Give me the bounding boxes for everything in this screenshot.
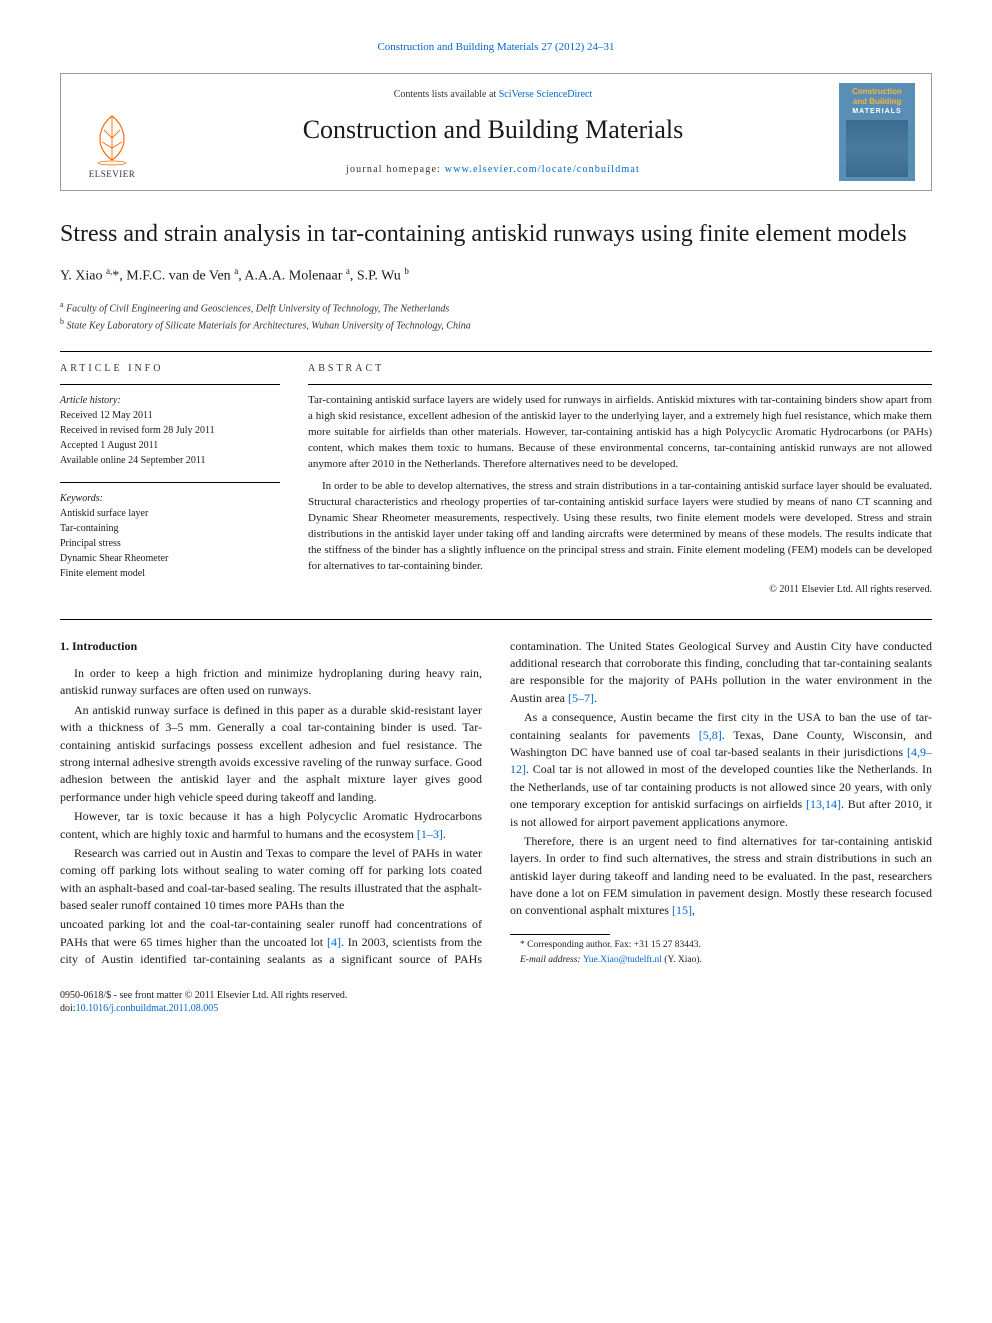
journal-reference: Construction and Building Materials 27 (… bbox=[60, 40, 932, 55]
abstract-column: ABSTRACT Tar-containing antiskid surface… bbox=[308, 362, 932, 596]
doi-link[interactable]: 10.1016/j.conbuildmat.2011.08.005 bbox=[76, 1003, 219, 1014]
affiliation-line: a Faculty of Civil Engineering and Geosc… bbox=[60, 299, 932, 316]
article-title: Stress and strain analysis in tar-contai… bbox=[60, 219, 932, 249]
cover-art bbox=[846, 120, 908, 178]
affiliation-line: b State Key Laboratory of Silicate Mater… bbox=[60, 316, 932, 333]
cover-subtitle: MATERIALS bbox=[852, 107, 901, 117]
contents-available: Contents lists available at SciVerse Sci… bbox=[147, 88, 839, 102]
doi-line: doi:10.1016/j.conbuildmat.2011.08.005 bbox=[60, 1002, 932, 1016]
homepage-link[interactable]: www.elsevier.com/locate/conbuildmat bbox=[445, 164, 640, 175]
abstract-paragraph: In order to be able to develop alternati… bbox=[308, 479, 932, 575]
journal-cover-thumb: Construction and Building MATERIALS bbox=[839, 83, 915, 181]
abstract-copyright: © 2011 Elsevier Ltd. All rights reserved… bbox=[308, 583, 932, 597]
abstract-text: Tar-containing antiskid surface layers a… bbox=[308, 393, 932, 574]
history-line: Available online 24 September 2011 bbox=[60, 453, 280, 468]
email-note: E-mail address: Yue.Xiao@tudelft.nl (Y. … bbox=[510, 954, 932, 967]
author-list: Y. Xiao a,*, M.F.C. van de Ven a, A.A.A.… bbox=[60, 265, 932, 286]
history-line: Received 12 May 2011 bbox=[60, 408, 280, 423]
body-paragraph: In order to keep a high friction and min… bbox=[60, 665, 482, 700]
sciencedirect-link[interactable]: SciVerse ScienceDirect bbox=[499, 89, 593, 100]
footnote-separator bbox=[510, 934, 610, 935]
author-email-link[interactable]: Yue.Xiao@tudelft.nl bbox=[583, 955, 662, 965]
body-two-column: 1. Introduction In order to keep a high … bbox=[60, 638, 932, 969]
body-paragraph: As a consequence, Austin became the firs… bbox=[510, 709, 932, 831]
section-heading-intro: 1. Introduction bbox=[60, 638, 482, 655]
elsevier-tree-icon bbox=[84, 110, 140, 166]
front-matter-line: 0950-0618/$ - see front matter © 2011 El… bbox=[60, 989, 932, 1003]
keyword-item: Dynamic Shear Rheometer bbox=[60, 551, 280, 566]
journal-ref-link[interactable]: Construction and Building Materials 27 (… bbox=[377, 41, 614, 53]
keyword-item: Finite element model bbox=[60, 566, 280, 581]
corresponding-author-note: * Corresponding author. Fax: +31 15 27 8… bbox=[510, 939, 932, 952]
keyword-item: Principal stress bbox=[60, 536, 280, 551]
cover-title: Construction and Building bbox=[852, 87, 902, 105]
body-paragraph: An antiskid runway surface is defined in… bbox=[60, 702, 482, 806]
publisher-name: ELSEVIER bbox=[89, 168, 136, 181]
banner-center: Contents lists available at SciVerse Sci… bbox=[147, 84, 839, 180]
divider bbox=[60, 351, 932, 352]
publisher-block: ELSEVIER bbox=[77, 84, 147, 180]
journal-banner: ELSEVIER Contents lists available at Sci… bbox=[60, 73, 932, 191]
body-paragraph: Research was carried out in Austin and T… bbox=[60, 845, 482, 915]
article-history: Article history: Received 12 May 2011Rec… bbox=[60, 393, 280, 468]
footnotes: * Corresponding author. Fax: +31 15 27 8… bbox=[510, 939, 932, 967]
history-line: Received in revised form 28 July 2011 bbox=[60, 423, 280, 438]
article-info-column: ARTICLE INFO Article history: Received 1… bbox=[60, 362, 280, 596]
divider bbox=[60, 619, 932, 620]
abstract-paragraph: Tar-containing antiskid surface layers a… bbox=[308, 393, 932, 473]
journal-homepage: journal homepage: www.elsevier.com/locat… bbox=[147, 163, 839, 177]
journal-title: Construction and Building Materials bbox=[147, 112, 839, 148]
body-paragraph: Therefore, there is an urgent need to fi… bbox=[510, 833, 932, 920]
article-info-label: ARTICLE INFO bbox=[60, 362, 280, 376]
abstract-label: ABSTRACT bbox=[308, 362, 932, 376]
keyword-item: Antiskid surface layer bbox=[60, 506, 280, 521]
keywords-block: Keywords: Antiskid surface layerTar-cont… bbox=[60, 491, 280, 581]
history-line: Accepted 1 August 2011 bbox=[60, 438, 280, 453]
keyword-item: Tar-containing bbox=[60, 521, 280, 536]
affiliations: a Faculty of Civil Engineering and Geosc… bbox=[60, 299, 932, 334]
body-paragraph: However, tar is toxic because it has a h… bbox=[60, 808, 482, 843]
page-footer: 0950-0618/$ - see front matter © 2011 El… bbox=[60, 989, 932, 1016]
